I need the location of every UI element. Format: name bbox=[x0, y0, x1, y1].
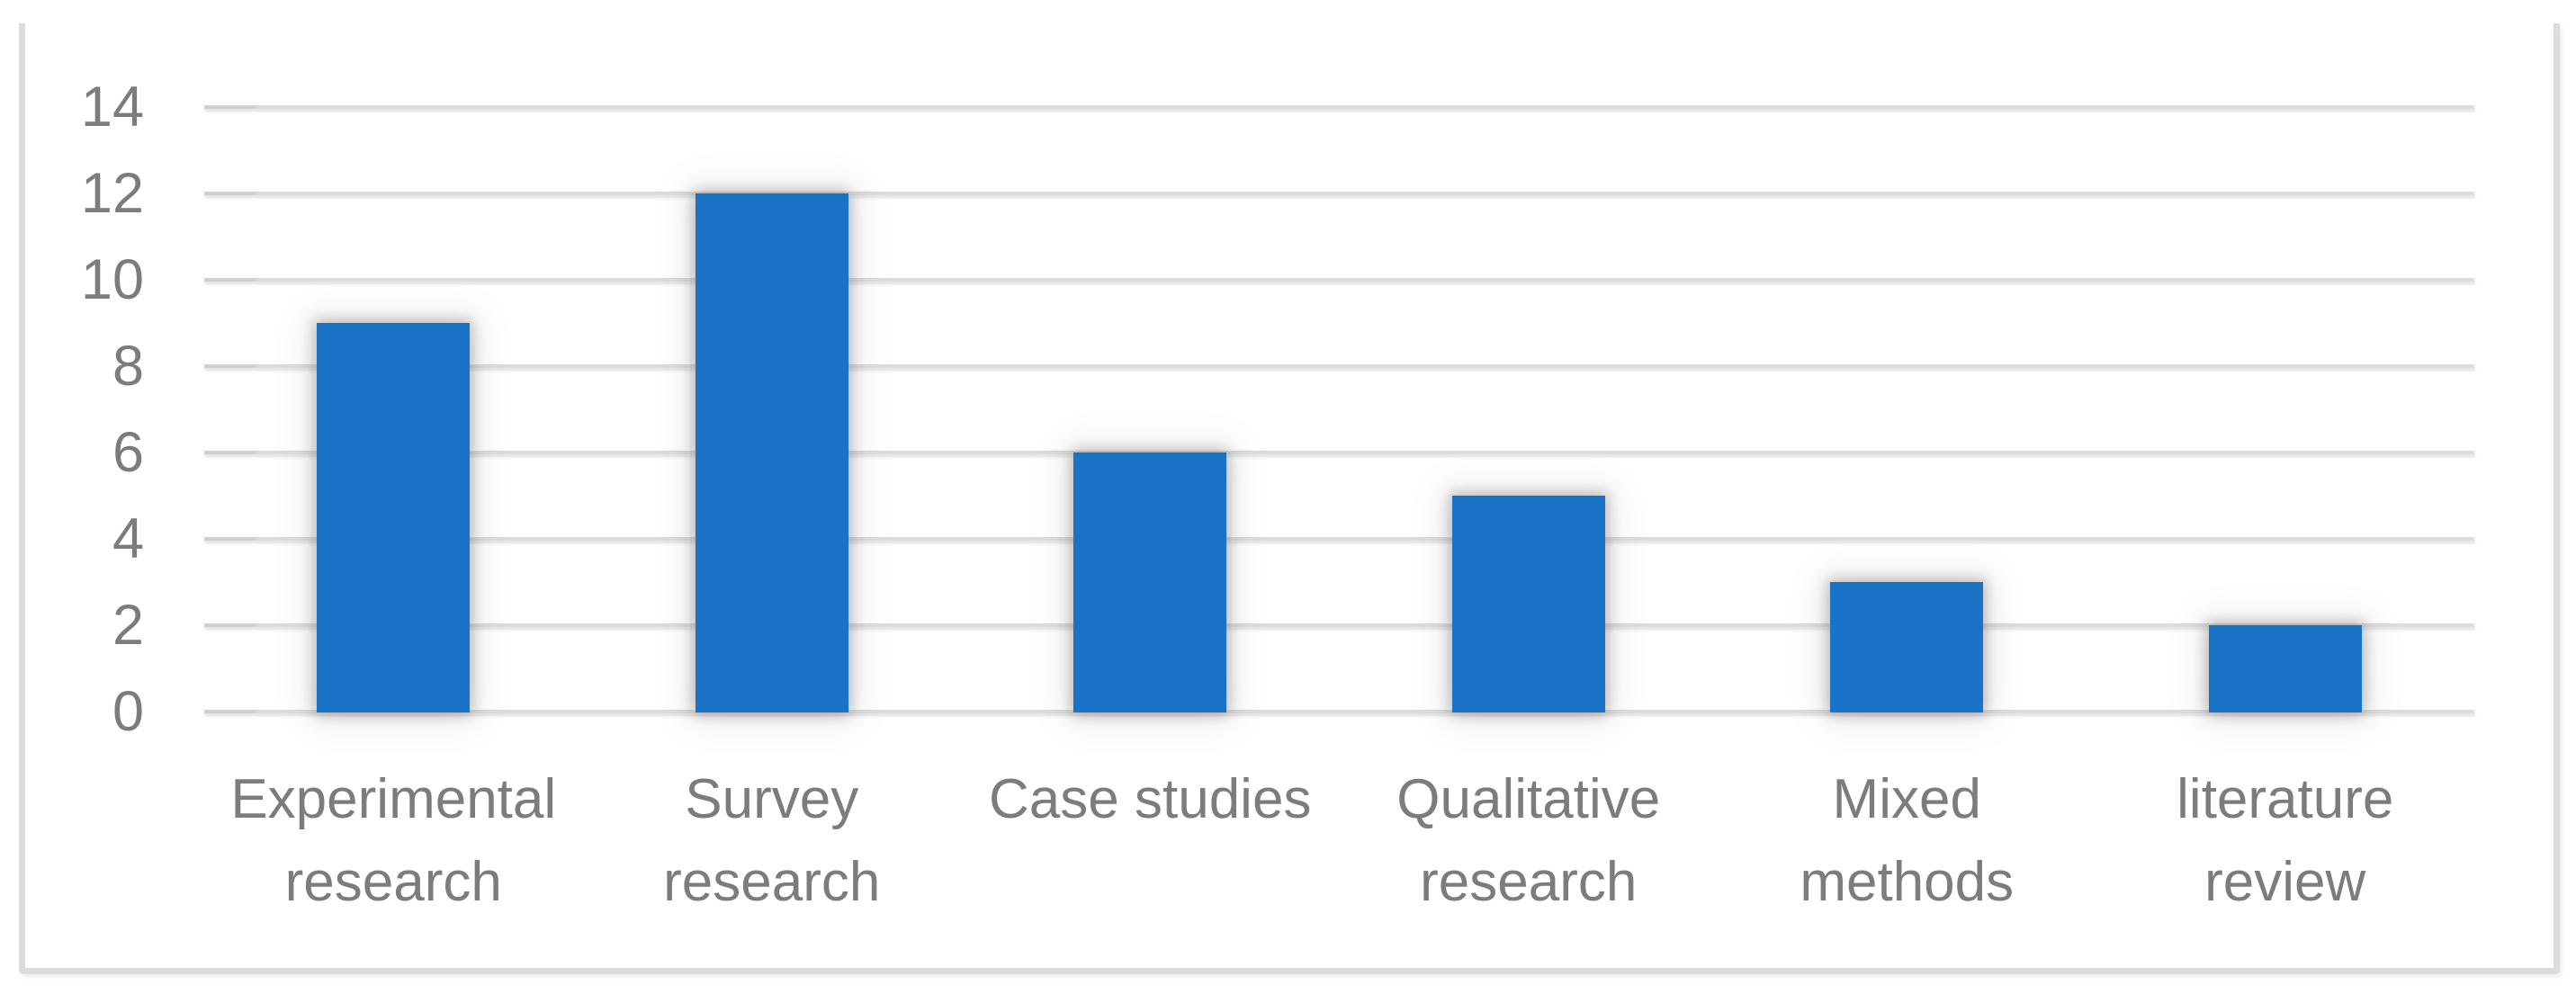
y-axis-tick-mark bbox=[204, 623, 256, 627]
y-axis-tick-mark bbox=[204, 537, 256, 541]
y-axis-tick-mark bbox=[204, 364, 256, 368]
y-axis-tick-mark bbox=[204, 710, 256, 713]
y-axis-tick-mark bbox=[204, 192, 256, 195]
gridline-y-0 bbox=[204, 710, 2474, 713]
category-label-line: Qualitative bbox=[1396, 768, 1661, 830]
category-label-line: Case studies bbox=[989, 768, 1312, 830]
category-label-line: research bbox=[1420, 851, 1638, 913]
bar-survey-research bbox=[695, 193, 848, 712]
y-axis-tick-label: 10 bbox=[80, 248, 144, 311]
category-label-line: literature bbox=[2177, 768, 2394, 830]
gridline-y-10 bbox=[204, 278, 2474, 282]
x-axis-category-label-literature-review: literature review bbox=[2096, 758, 2474, 924]
gridline-y-8 bbox=[204, 364, 2474, 368]
gridline-y-2 bbox=[204, 623, 2474, 627]
y-axis-tick-label: 0 bbox=[112, 680, 144, 743]
category-label-line: research bbox=[284, 851, 502, 913]
bar-literature-review bbox=[2208, 625, 2362, 712]
category-label-line: methods bbox=[1800, 851, 2015, 913]
bar-mixed-methods bbox=[1830, 582, 1984, 712]
chart-frame-border bbox=[19, 23, 2560, 974]
gridline-y-6 bbox=[204, 451, 2474, 454]
y-axis-tick-label: 4 bbox=[112, 507, 144, 570]
y-axis-tick-label: 12 bbox=[80, 162, 144, 225]
y-axis-tick-label: 2 bbox=[112, 594, 144, 657]
x-axis-category-label-mixed-methods: Mixed methods bbox=[1718, 758, 2096, 924]
category-label-line: Experimental bbox=[230, 768, 557, 830]
y-axis-tick-label: 14 bbox=[80, 76, 144, 139]
y-axis-tick-mark bbox=[204, 105, 256, 109]
category-label-line: review bbox=[2204, 851, 2366, 913]
gridline-y-14 bbox=[204, 105, 2474, 109]
gridline-y-12 bbox=[204, 192, 2474, 195]
category-label-line: Survey bbox=[685, 768, 859, 830]
bar-case-studies bbox=[1073, 452, 1227, 712]
y-axis-tick-mark bbox=[204, 451, 256, 454]
x-axis-category-label-case-studies: Case studies bbox=[961, 758, 1339, 841]
category-label-line: research bbox=[663, 851, 881, 913]
bar-qualitative-research bbox=[1451, 496, 1605, 712]
y-axis-tick-label: 6 bbox=[112, 421, 144, 484]
bar-experimental-research bbox=[317, 323, 471, 712]
gridline-y-4 bbox=[204, 537, 2474, 541]
y-axis-tick-label: 8 bbox=[112, 335, 144, 398]
category-label-line: Mixed bbox=[1832, 768, 1981, 830]
y-axis-tick-mark bbox=[204, 278, 256, 282]
x-axis-category-label-qualitative-research: Qualitative research bbox=[1340, 758, 1718, 924]
x-axis-category-label-survey-research: Survey research bbox=[583, 758, 961, 924]
x-axis-category-label-experimental-research: Experimental research bbox=[204, 758, 582, 924]
